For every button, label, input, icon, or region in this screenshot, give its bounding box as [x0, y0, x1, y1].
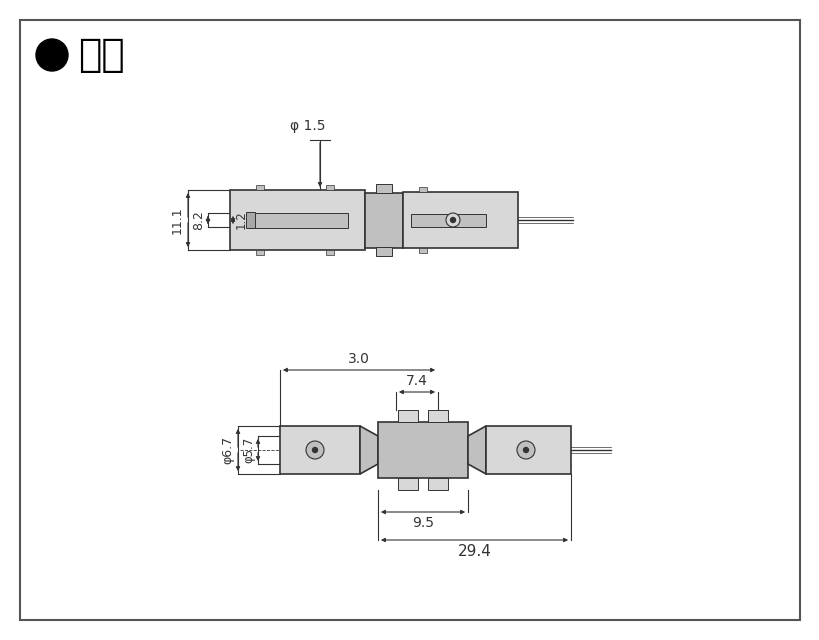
Circle shape — [36, 39, 68, 71]
Bar — [256, 250, 264, 255]
Bar — [376, 247, 391, 256]
Bar — [402, 192, 518, 248]
Text: 寸法: 寸法 — [78, 36, 124, 74]
Bar — [256, 185, 264, 190]
Bar — [428, 478, 447, 490]
Bar — [364, 193, 402, 248]
Circle shape — [312, 447, 317, 452]
Circle shape — [523, 447, 528, 452]
Bar — [419, 248, 427, 253]
Text: 3.0: 3.0 — [347, 352, 369, 366]
Bar — [279, 426, 360, 474]
Text: 8.2: 8.2 — [192, 210, 205, 230]
Bar — [246, 212, 255, 228]
Bar — [247, 213, 347, 228]
Bar — [326, 185, 333, 190]
Text: 1.2: 1.2 — [235, 211, 247, 229]
Bar — [376, 184, 391, 193]
Text: φ5.7: φ5.7 — [242, 437, 255, 463]
Circle shape — [446, 213, 459, 227]
Bar — [397, 410, 418, 422]
Text: φ6.7: φ6.7 — [221, 436, 233, 464]
Bar — [410, 214, 486, 227]
Text: 7.4: 7.4 — [405, 374, 428, 388]
Bar — [229, 190, 364, 250]
Text: 9.5: 9.5 — [411, 516, 433, 530]
Text: 11.1: 11.1 — [171, 206, 183, 234]
Polygon shape — [360, 426, 378, 474]
Bar — [378, 422, 468, 478]
Circle shape — [516, 441, 534, 459]
Text: 29.4: 29.4 — [457, 544, 491, 559]
Circle shape — [450, 218, 455, 223]
Bar — [397, 478, 418, 490]
Polygon shape — [468, 426, 486, 474]
Bar — [428, 410, 447, 422]
Circle shape — [305, 441, 324, 459]
Bar — [419, 187, 427, 192]
Bar — [326, 250, 333, 255]
Text: φ 1.5: φ 1.5 — [290, 119, 325, 133]
Bar — [486, 426, 570, 474]
